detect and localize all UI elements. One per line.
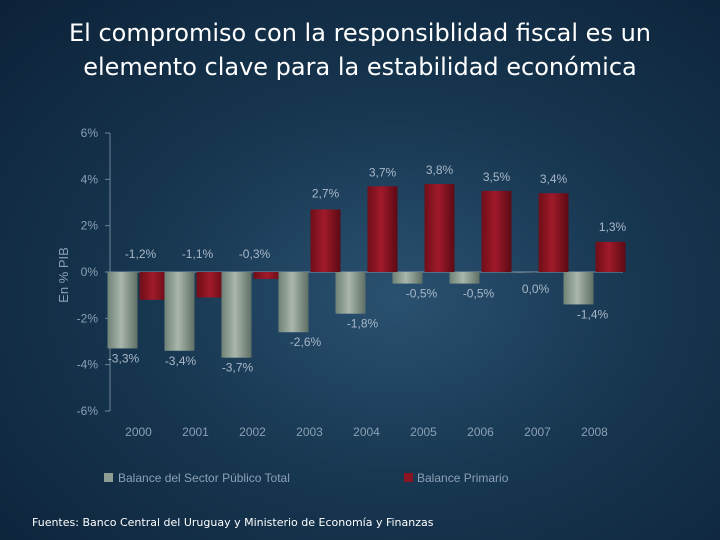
bar-sector-publico-total xyxy=(107,272,138,349)
bar-balance-primario xyxy=(310,209,341,272)
x-category-label: 2000 xyxy=(125,425,152,439)
data-label: 3,4% xyxy=(540,172,568,186)
data-label: 3,8% xyxy=(426,163,454,177)
bar-sector-publico-total xyxy=(392,272,423,284)
x-category-label: 2003 xyxy=(296,425,323,439)
source-note: Fuentes: Banco Central del Uruguay y Min… xyxy=(32,516,434,529)
data-label: -3,3% xyxy=(108,351,140,365)
data-label: 0,0% xyxy=(522,282,550,296)
bar-sector-publico-total xyxy=(164,272,195,351)
y-tick-label: 6% xyxy=(81,126,99,140)
x-category-label: 2006 xyxy=(467,425,494,439)
data-label: -3,7% xyxy=(222,361,254,375)
bar-balance-primario xyxy=(481,190,512,272)
y-tick-label: -6% xyxy=(77,404,99,418)
title-line-2: elemento clave para la estabilidad econó… xyxy=(83,53,637,81)
x-category-label: 2002 xyxy=(239,425,266,439)
x-category-label: 2008 xyxy=(581,425,608,439)
y-tick-label: 0% xyxy=(81,265,99,279)
data-label: -1,8% xyxy=(347,317,379,331)
bar-sector-publico-total xyxy=(563,272,594,305)
data-label: -0,5% xyxy=(463,287,495,301)
data-label: 2,7% xyxy=(312,186,340,200)
bar-sector-publico-total xyxy=(449,272,480,284)
data-label: 1,3% xyxy=(599,220,627,234)
bar-sector-publico-total xyxy=(221,272,252,358)
slide-title: El compromiso con la responsiblidad fisc… xyxy=(0,16,720,84)
y-tick-label: 2% xyxy=(81,219,99,233)
bar-balance-primario xyxy=(367,186,398,272)
data-label: -1,2% xyxy=(125,247,157,261)
data-label: -0,3% xyxy=(239,247,271,261)
legend-label-balance-primario: Balance Primario xyxy=(417,471,509,485)
x-category-label: 2007 xyxy=(524,425,551,439)
data-label: -1,4% xyxy=(577,307,609,321)
y-axis-title: En % PIB xyxy=(56,247,71,303)
bar-balance-primario xyxy=(424,183,455,272)
x-category-label: 2004 xyxy=(353,425,380,439)
bar-sector-publico-total xyxy=(335,272,366,314)
bar-sector-publico-total xyxy=(278,272,309,333)
bar-sector-publico-total xyxy=(506,272,537,273)
bar-balance-primario xyxy=(538,193,569,272)
legend-swatch-sector-publico-total xyxy=(104,473,113,482)
legend-label-sector-publico-total: Balance del Sector Público Total xyxy=(118,471,290,485)
x-category-label: 2005 xyxy=(410,425,437,439)
x-category-label: 2001 xyxy=(182,425,209,439)
data-label: 3,7% xyxy=(369,165,397,179)
data-label: -1,1% xyxy=(182,247,214,261)
data-label: 3,5% xyxy=(483,170,511,184)
title-line-1: El compromiso con la responsiblidad fisc… xyxy=(69,19,651,47)
y-tick-label: -2% xyxy=(77,311,99,325)
bar-balance-primario xyxy=(253,272,284,279)
bar-balance-primario xyxy=(595,241,626,272)
legend-swatch-balance-primario xyxy=(404,473,413,482)
data-label: -2,6% xyxy=(290,335,322,349)
y-tick-label: -4% xyxy=(77,358,99,372)
y-tick-label: 4% xyxy=(81,172,99,186)
data-label: -0,5% xyxy=(406,287,438,301)
data-label: -3,4% xyxy=(165,354,197,368)
